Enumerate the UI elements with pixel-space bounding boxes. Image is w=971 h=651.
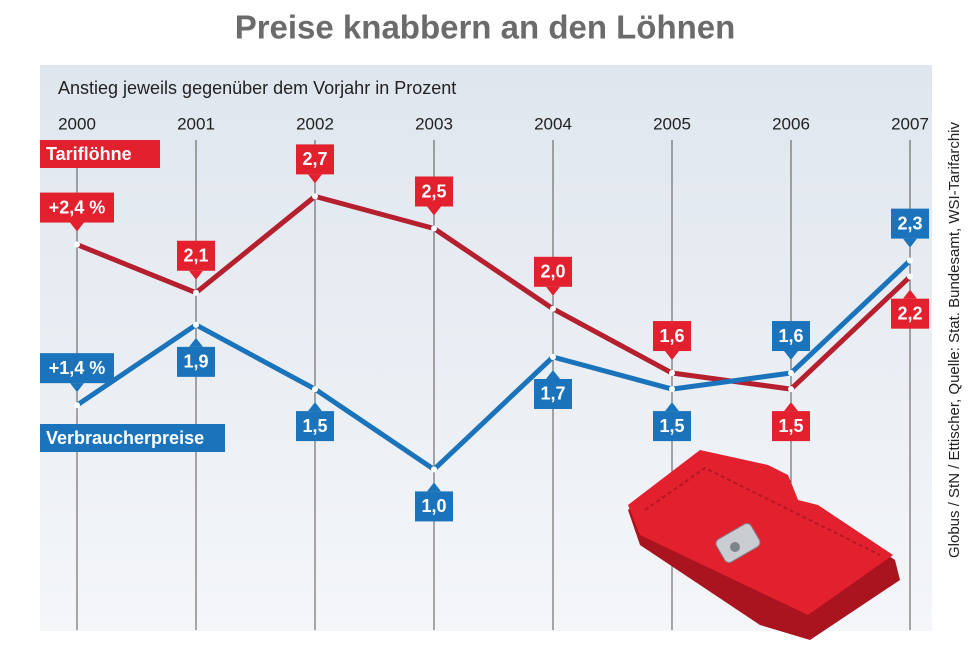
point	[907, 258, 913, 264]
page: {"chart_data": {"type": "line", "title":…	[0, 0, 971, 651]
x-tick-label: 2006	[772, 114, 810, 133]
value-label: 2,7	[302, 149, 327, 169]
value-label: 1,5	[659, 416, 684, 436]
point	[907, 274, 913, 280]
x-tick-label: 2001	[177, 114, 215, 133]
value-label: 2,2	[897, 303, 922, 323]
value-label: 2,5	[421, 181, 446, 201]
legend-label: Verbraucherpreise	[46, 428, 204, 448]
subtitle: Anstieg jeweils gegenüber dem Vorjahr in…	[58, 78, 456, 98]
point	[74, 402, 80, 408]
x-tick-label: 2007	[891, 114, 929, 133]
chart: Preise knabbern an den Löhnen Anstieg je…	[0, 0, 971, 651]
value-label: 2,1	[183, 245, 208, 265]
value-label: 1,0	[421, 496, 446, 516]
x-tick-label: 2005	[653, 114, 691, 133]
value-label: +2,4 %	[49, 197, 106, 217]
point	[431, 466, 437, 472]
legend-label: Tariflöhne	[46, 144, 132, 164]
point	[550, 354, 556, 360]
point	[312, 193, 318, 199]
point	[669, 386, 675, 392]
point	[788, 370, 794, 376]
point	[193, 322, 199, 328]
x-tick-label: 2004	[534, 114, 572, 133]
value-label: +1,4 %	[49, 358, 106, 378]
point	[312, 386, 318, 392]
value-label: 1,7	[540, 384, 565, 404]
chart-title: Preise knabbern an den Löhnen	[235, 9, 736, 46]
value-label: 2,3	[897, 213, 922, 233]
point	[74, 242, 80, 248]
source: Globus / StN / Ettischer, Quelle: Stat. …	[946, 122, 963, 558]
point	[788, 386, 794, 392]
value-label: 1,5	[778, 416, 803, 436]
value-label: 1,9	[183, 352, 208, 372]
value-label: 1,5	[302, 416, 327, 436]
value-label: 1,6	[659, 326, 684, 346]
x-tick-label: 2003	[415, 114, 453, 133]
point	[431, 226, 437, 232]
value-label: 2,0	[540, 262, 565, 282]
point	[193, 290, 199, 296]
value-label: 1,6	[778, 326, 803, 346]
x-tick-label: 2000	[58, 114, 96, 133]
point	[669, 370, 675, 376]
x-tick-label: 2002	[296, 114, 334, 133]
point	[550, 306, 556, 312]
